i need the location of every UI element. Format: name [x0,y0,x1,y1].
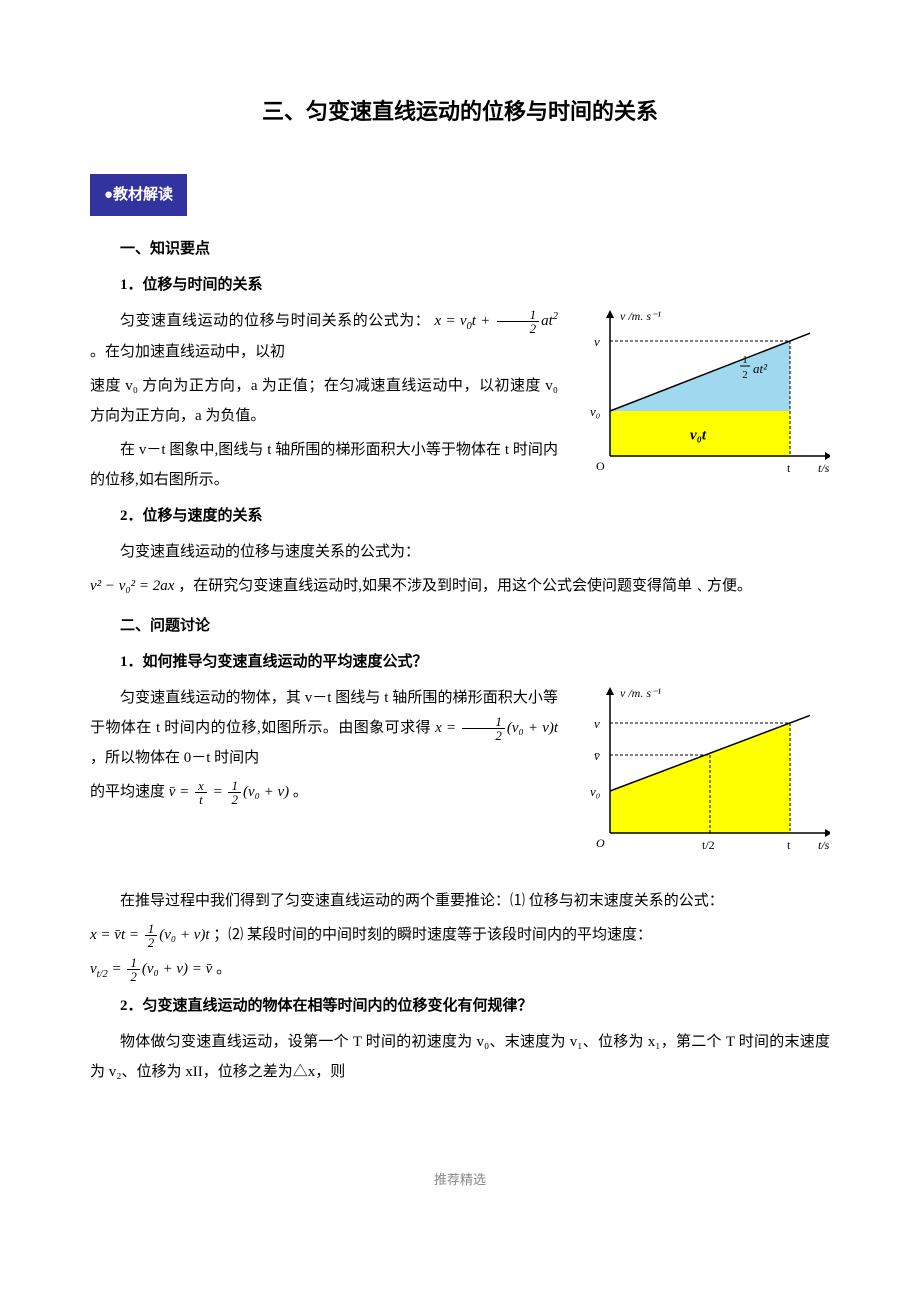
formula: x = 12(v₀ + v)t [435,720,558,736]
svg-text:2: 2 [742,369,748,381]
text: 。 [216,961,231,977]
formula: x = v0t + 12at2 [435,313,558,329]
text: 匀变速直线运动的位移与时间关系的公式为： [120,313,430,329]
text: ，在研究匀变速直线运动时,如果不涉及到时间，用这个公式会使问题变得简单﹑方便。 [178,578,752,594]
formula: x = v̄t = 12(v₀ + v)t [90,927,213,943]
subheading-1-1: 1．位移与时间的关系 [90,270,830,300]
text: 。 [293,784,308,800]
figure-2: v /m. s⁻¹ t/s Ov v̄ v₀ t t/2 [570,683,830,874]
svg-text:t/s: t/s [818,461,830,475]
text: 。在匀加速直线运动中，以初 [90,344,285,360]
svg-text:t: t [787,838,791,852]
subheading-2-2: 2．匀变速直线运动的物体在相等时间内的位移变化有何规律？ [90,991,830,1021]
text: 的平均速度 [90,784,165,800]
svg-text:O: O [596,836,605,850]
text: ；⑵ 某段时间的中间时刻的瞬时速度等于该段时间内的平均速度： [213,927,652,943]
svg-text:v₀: v₀ [590,404,600,419]
svg-text:t/2: t/2 [702,838,715,852]
subheading-1-2: 2．位移与速度的关系 [90,501,830,531]
formula: v̄ = xt = 12(v₀ + v) [169,784,293,800]
text: 匀变速直线运动的位移与速度关系的公式为： [120,544,420,560]
para-1-2-1: 匀变速直线运动的位移与速度关系的公式为： [90,537,830,567]
page-title: 三、匀变速直线运动的位移与时间的关系 [90,90,830,134]
svg-text:1: 1 [742,354,748,366]
page-footer: 推荐精选 [90,1167,830,1193]
formula: vt/2 = 12(v₀ + v) = v̄ [90,961,216,977]
svg-text:v̄: v̄ [594,748,600,763]
para-2-1-4: x = v̄t = 12(v₀ + v)t ；⑵ 某段时间的中间时刻的瞬时速度等… [90,920,830,950]
heading-1: 一、知识要点 [90,234,830,264]
svg-text:at²: at² [753,361,768,376]
formula: v² − v₀² = 2ax [90,578,174,594]
svg-text:v₀: v₀ [590,784,600,799]
para-2-1-3: 在推导过程中我们得到了匀变速直线运动的两个重要推论：⑴ 位移与初末速度关系的公式… [90,886,830,916]
svg-text:t: t [787,461,791,475]
para-2-2-1: 物体做匀变速直线运动，设第一个 T 时间的初速度为 v₀、末速度为 v₁、位移为… [90,1027,830,1087]
text: ，所以物体在 0－t 时间内 [90,750,259,766]
para-1-2-2: v² − v₀² = 2ax ，在研究匀变速直线运动时,如果不涉及到时间，用这个… [90,571,830,601]
text: 在推导过程中我们得到了匀变速直线运动的两个重要推论：⑴ 位移与初末速度关系的公式… [120,893,724,909]
svg-text:O: O [596,459,605,473]
para-2-1-5: vt/2 = 12(v₀ + v) = v̄ 。 [90,954,830,985]
svg-text:t/s: t/s [818,838,830,852]
svg-text:v: v [594,716,600,731]
section-box: ●教材解读 [90,174,187,216]
svg-text:v: v [594,334,600,349]
heading-2: 二、问题讨论 [90,611,830,641]
svg-text:v₀t: v₀t [690,428,707,444]
svg-text:v /m. s⁻¹: v /m. s⁻¹ [620,686,661,700]
subheading-2-1: 1．如何推导匀变速直线运动的平均速度公式？ [90,647,830,677]
svg-text:v /m. s⁻¹: v /m. s⁻¹ [620,309,661,323]
figure-1: v /m. s⁻¹t/sOvv₀tv₀t12at² [570,306,830,487]
